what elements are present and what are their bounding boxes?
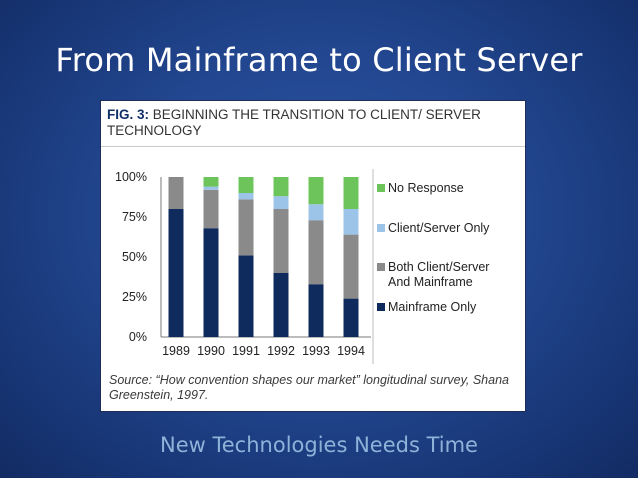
bar-segment <box>343 298 359 337</box>
x-tick-label: 1989 <box>162 344 190 358</box>
figure-divider <box>101 146 525 147</box>
figure-title: FIG. 3: BEGINNING THE TRANSITION TO CLIE… <box>107 107 507 139</box>
bar-segment <box>273 209 289 273</box>
bar-segment <box>343 209 359 235</box>
bar-segment <box>343 234 359 299</box>
bar-segment <box>203 186 219 190</box>
figure-title-text: BEGINNING THE TRANSITION TO CLIENT/ SERV… <box>107 107 481 138</box>
x-tick-label: 1990 <box>197 344 225 358</box>
legend-label: Mainframe Only <box>388 300 477 314</box>
y-tick-label: 0% <box>129 330 147 344</box>
bar-segment <box>308 220 324 285</box>
legend-label: Client/Server Only <box>388 221 490 235</box>
y-tick-label: 100% <box>115 170 147 184</box>
figure-panel: FIG. 3: BEGINNING THE TRANSITION TO CLIE… <box>101 101 525 411</box>
bar-segment <box>273 273 289 337</box>
bar-segment <box>168 209 184 337</box>
bar-segment <box>343 177 359 209</box>
stacked-bar-chart: 0% 25% 50% 75% 100% 1989 1990 1991 1992 1993 1994 N… <box>115 169 490 364</box>
bar-segment <box>308 177 324 205</box>
bar-segment <box>273 196 289 209</box>
legend-label: And Mainframe <box>388 275 473 289</box>
x-tick-label: 1993 <box>302 344 330 358</box>
legend-swatch <box>377 303 385 311</box>
figure-source: Source: “How convention shapes our marke… <box>109 373 509 402</box>
y-tick-label: 25% <box>122 290 147 304</box>
bar-segment <box>238 255 254 337</box>
bar-segment <box>168 177 184 209</box>
bar-segment <box>238 177 254 193</box>
bar-segment <box>273 177 289 197</box>
legend-swatch <box>377 184 385 192</box>
x-tick-label: 1992 <box>267 344 295 358</box>
bar-segment <box>203 228 219 337</box>
x-tick-label: 1994 <box>337 344 365 358</box>
legend-label: No Response <box>388 181 464 195</box>
legend-swatch <box>377 224 385 232</box>
bar-segment <box>308 284 324 337</box>
bar-segment <box>238 199 254 256</box>
slide-subtitle: New Technologies Needs Time <box>160 433 478 457</box>
figure-label: FIG. 3: <box>107 107 150 122</box>
bar-segment <box>203 189 219 229</box>
bar-segment <box>238 193 254 200</box>
bar-segment <box>203 177 219 187</box>
legend-swatch <box>377 263 385 271</box>
y-tick-label: 50% <box>122 250 147 264</box>
legend-label: Both Client/Server <box>388 260 489 274</box>
x-tick-label: 1991 <box>232 344 260 358</box>
bar-segment <box>308 204 324 221</box>
y-tick-label: 75% <box>122 210 147 224</box>
slide-title: From Mainframe to Client Server <box>55 41 583 79</box>
